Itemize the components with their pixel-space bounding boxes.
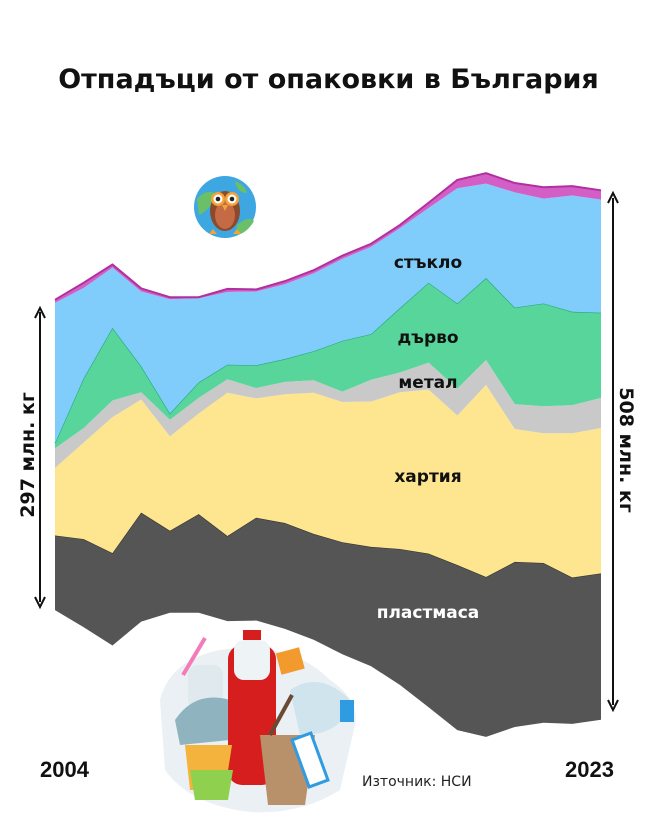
start-total-arrow	[34, 305, 46, 610]
end-total-arrow	[607, 190, 619, 713]
layer-хартия	[55, 384, 601, 578]
layer-edge-other	[54, 172, 602, 301]
layer-label-метал: метал	[398, 373, 457, 393]
layer-label-дърво: дърво	[397, 328, 458, 348]
stream-layers	[54, 172, 602, 737]
layer-метал	[55, 360, 601, 468]
layer-labels: пластмаса хартия метал дърво стъкло	[377, 253, 480, 623]
source-label: Източник: НСИ	[362, 774, 472, 790]
start-year-label: 2004	[40, 757, 90, 782]
layer-стъкло	[55, 183, 601, 444]
layer-label-стъкло: стъкло	[394, 253, 462, 273]
layer-дърво	[55, 278, 601, 449]
end-total-label: 508 млн. кг	[615, 387, 637, 513]
layer-label-хартия: хартия	[394, 467, 461, 487]
start-total-label: 297 млн. кг	[17, 392, 39, 518]
packaging-waste-illustration	[160, 630, 356, 813]
end-year-label: 2023	[565, 757, 614, 782]
owl-logo-icon	[194, 176, 256, 238]
chart-title: Отпадъци от опаковки в България	[58, 64, 599, 95]
layer-label-пластмаса: пластмаса	[377, 603, 480, 623]
